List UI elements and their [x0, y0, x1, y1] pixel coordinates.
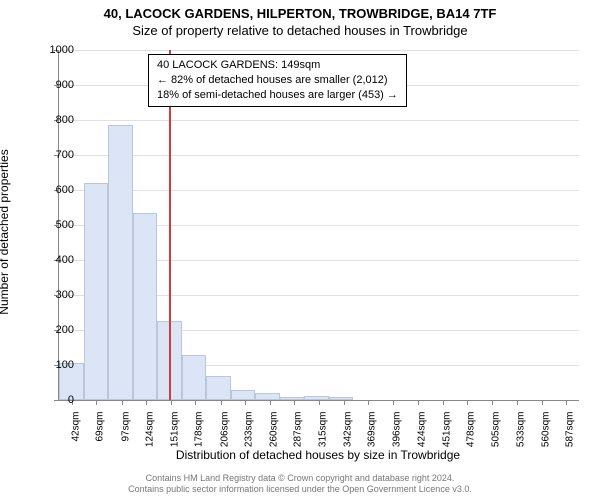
gridline: [59, 50, 579, 51]
y-axis-label: Number of detached properties: [0, 149, 11, 314]
x-tick-label: 342sqm: [342, 412, 353, 448]
histogram-bar: [84, 183, 109, 400]
title-subtitle: Size of property relative to detached ho…: [0, 23, 600, 38]
x-tick-label: 151sqm: [169, 412, 180, 448]
y-tick-label: 400: [34, 254, 74, 266]
y-tick-label: 500: [34, 219, 74, 231]
y-tick-label: 200: [34, 324, 74, 336]
histogram-bar: [206, 376, 231, 401]
y-tick-label: 900: [34, 79, 74, 91]
x-tick-mark: [294, 400, 295, 405]
x-axis-label: Distribution of detached houses by size …: [58, 448, 578, 462]
y-tick-label: 100: [34, 359, 74, 371]
x-tick-mark: [566, 400, 567, 405]
x-tick-label: 369sqm: [367, 412, 378, 448]
y-tick-label: 600: [34, 184, 74, 196]
footer: Contains HM Land Registry data © Crown c…: [0, 473, 600, 496]
x-tick-label: 260sqm: [268, 412, 279, 448]
chart-title-block: 40, LACOCK GARDENS, HILPERTON, TROWBRIDG…: [0, 0, 600, 38]
histogram-bar: [280, 397, 305, 401]
x-tick-label: 287sqm: [293, 412, 304, 448]
x-tick-label: 69sqm: [95, 412, 106, 442]
y-tick-label: 800: [34, 114, 74, 126]
x-tick-mark: [319, 400, 320, 405]
x-tick-mark: [368, 400, 369, 405]
footer-line2: Contains public sector information licen…: [0, 484, 600, 496]
x-tick-mark: [245, 400, 246, 405]
x-tick-label: 424sqm: [417, 412, 428, 448]
x-tick-mark: [393, 400, 394, 405]
x-tick-mark: [270, 400, 271, 405]
x-tick-mark: [517, 400, 518, 405]
gridline: [59, 155, 579, 156]
x-tick-label: 451sqm: [441, 412, 452, 448]
histogram-bar: [182, 355, 207, 401]
x-tick-label: 396sqm: [391, 412, 402, 448]
x-tick-label: 233sqm: [244, 412, 255, 448]
x-tick-mark: [195, 400, 196, 405]
x-tick-mark: [344, 400, 345, 405]
x-tick-label: 97sqm: [120, 412, 131, 442]
histogram-bar: [255, 393, 280, 400]
histogram-bar: [108, 125, 133, 400]
x-tick-label: 587sqm: [565, 412, 576, 448]
x-tick-label: 478sqm: [466, 412, 477, 448]
histogram-bar: [329, 397, 354, 401]
x-tick-mark: [467, 400, 468, 405]
x-tick-label: 42sqm: [70, 412, 81, 442]
gridline: [59, 190, 579, 191]
x-tick-mark: [221, 400, 222, 405]
x-tick-mark: [418, 400, 419, 405]
y-tick-label: 700: [34, 149, 74, 161]
x-tick-mark: [443, 400, 444, 405]
histogram-bar: [133, 213, 158, 400]
title-address: 40, LACOCK GARDENS, HILPERTON, TROWBRIDG…: [0, 6, 600, 21]
x-tick-label: 178sqm: [194, 412, 205, 448]
annotation-line3: 18% of semi-detached houses are larger (…: [157, 88, 398, 103]
annotation-line2: ← 82% of detached houses are smaller (2,…: [157, 73, 398, 88]
x-tick-label: 505sqm: [490, 412, 501, 448]
chart-area: 42sqm69sqm97sqm124sqm151sqm178sqm206sqm2…: [58, 50, 578, 400]
x-tick-label: 124sqm: [145, 412, 156, 448]
annotation-box: 40 LACOCK GARDENS: 149sqm ← 82% of detac…: [148, 54, 407, 107]
gridline: [59, 120, 579, 121]
x-tick-label: 206sqm: [219, 412, 230, 448]
x-tick-mark: [171, 400, 172, 405]
histogram-bar: [231, 390, 256, 401]
y-tick-label: 1000: [34, 44, 74, 56]
y-tick-label: 300: [34, 289, 74, 301]
annotation-line1: 40 LACOCK GARDENS: 149sqm: [157, 58, 398, 73]
x-tick-label: 315sqm: [318, 412, 329, 448]
x-tick-mark: [542, 400, 543, 405]
x-tick-mark: [146, 400, 147, 405]
footer-line1: Contains HM Land Registry data © Crown c…: [0, 473, 600, 485]
x-tick-mark: [122, 400, 123, 405]
x-tick-label: 533sqm: [516, 412, 527, 448]
x-tick-mark: [96, 400, 97, 405]
y-tick-label: 0: [34, 394, 74, 406]
histogram-bar: [304, 396, 329, 400]
x-tick-mark: [492, 400, 493, 405]
x-tick-label: 560sqm: [540, 412, 551, 448]
